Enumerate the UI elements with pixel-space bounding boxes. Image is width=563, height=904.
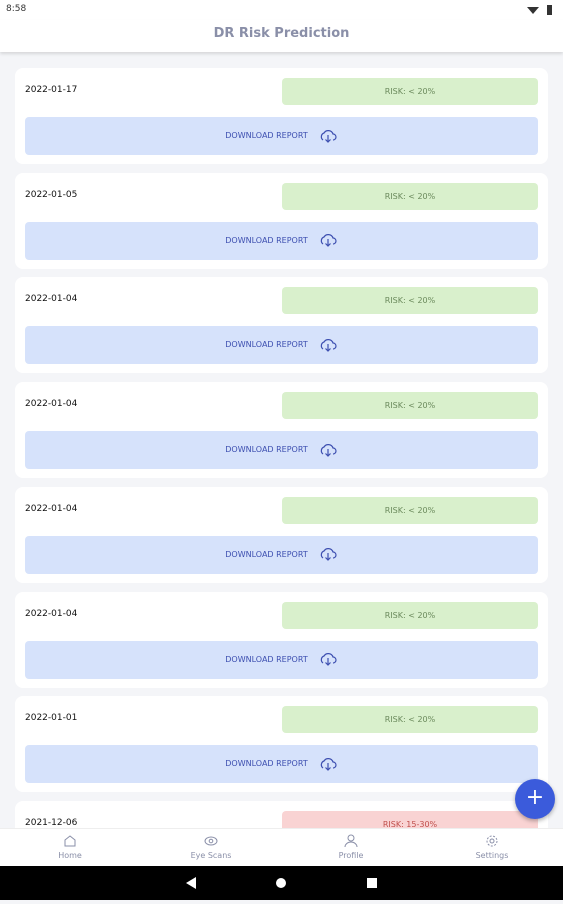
download-label: DOWNLOAD REPORT: [225, 759, 308, 769]
record-date: 2022-01-04: [25, 503, 78, 514]
download-label: DOWNLOAD REPORT: [225, 235, 308, 245]
risk-badge: RISK: < 20%: [282, 287, 538, 315]
record-date: 2022-01-04: [25, 399, 78, 410]
add-button[interactable]: +: [515, 779, 555, 819]
download-icon: [320, 548, 337, 562]
download-label: DOWNLOAD REPORT: [225, 445, 308, 455]
record-date: 2021-12-06: [25, 817, 78, 828]
nav-label: Eye Scans: [190, 851, 232, 860]
nav-icon: [204, 836, 218, 846]
nav-item[interactable]: Home: [20, 829, 120, 860]
record-date: 2022-01-17: [25, 85, 78, 95]
risk-badge: RISK: 15-30%: [282, 810, 538, 828]
download-button[interactable]: DOWNLOAD REPORT: [25, 640, 538, 679]
record-date: 2022-01-04: [25, 608, 78, 619]
download-button[interactable]: DOWNLOAD REPORT: [25, 117, 538, 155]
record-card: 2022-01-04 RISK: < 20% DOWNLOAD REPORT: [15, 591, 548, 688]
app-bar: DR Risk Prediction: [0, 20, 563, 52]
system-nav-icons: [186, 877, 377, 889]
download-button[interactable]: DOWNLOAD REPORT: [25, 745, 538, 784]
nav-item[interactable]: Eye Scans: [161, 829, 261, 860]
download-label: DOWNLOAD REPORT: [225, 654, 308, 664]
download-icon: [320, 129, 337, 143]
nav-label: Home: [58, 851, 82, 860]
nav-item[interactable]: Settings: [442, 829, 542, 860]
risk-badge: RISK: < 20%: [282, 706, 538, 734]
nav-icon: [486, 835, 498, 847]
download-button[interactable]: DOWNLOAD REPORT: [25, 221, 538, 260]
download-label: DOWNLOAD REPORT: [225, 549, 308, 559]
risk-badge: RISK: < 20%: [282, 182, 538, 210]
download-button[interactable]: DOWNLOAD REPORT: [25, 431, 538, 470]
nav-icon: [64, 835, 76, 847]
nav-label: Settings: [475, 851, 509, 860]
record-date: 2022-01-05: [25, 189, 78, 200]
status-icons: [527, 5, 552, 15]
download-label: DOWNLOAD REPORT: [225, 131, 308, 140]
download-icon: [320, 234, 337, 248]
record-card: 2022-01-04 RISK: < 20% DOWNLOAD REPORT: [15, 277, 548, 374]
download-icon: [320, 443, 337, 457]
record-card: 2022-01-17 RISK: < 20% DOWNLOAD REPORT: [15, 68, 548, 164]
risk-badge: RISK: < 20%: [282, 78, 538, 105]
nav-icon: [344, 834, 358, 848]
download-icon: [320, 757, 337, 771]
nav-item[interactable]: Profile: [301, 829, 401, 860]
record-card: 2022-01-04 RISK: < 20% DOWNLOAD REPORT: [15, 486, 548, 583]
app-title: DR Risk Prediction: [213, 26, 350, 41]
risk-badge: RISK: < 20%: [282, 392, 538, 420]
status-time: 8:58: [6, 4, 27, 14]
risk-badge: RISK: < 20%: [282, 601, 538, 629]
bottom-nav: Home Eye Scans Profile Settings: [0, 828, 563, 867]
download-button[interactable]: DOWNLOAD REPORT: [25, 326, 538, 365]
risk-badge: RISK: < 20%: [282, 496, 538, 524]
nav-label: Profile: [338, 851, 364, 860]
record-card: 2022-01-01 RISK: < 20% DOWNLOAD REPORT: [15, 696, 548, 793]
download-label: DOWNLOAD REPORT: [225, 340, 308, 350]
record-card: 2022-01-04 RISK: < 20% DOWNLOAD REPORT: [15, 382, 548, 479]
system-nav: [0, 866, 563, 900]
record-date: 2022-01-01: [25, 713, 78, 724]
record-list: 2022-01-17 RISK: < 20% DOWNLOAD REPORT 2022…: [0, 52, 563, 828]
download-icon: [320, 338, 337, 352]
status-bar: 8:58: [0, 0, 563, 20]
download-button[interactable]: DOWNLOAD REPORT: [25, 535, 538, 574]
record-date: 2022-01-04: [25, 294, 78, 305]
record-card: 2022-01-05 RISK: < 20% DOWNLOAD REPORT: [15, 172, 548, 269]
download-icon: [320, 653, 337, 666]
